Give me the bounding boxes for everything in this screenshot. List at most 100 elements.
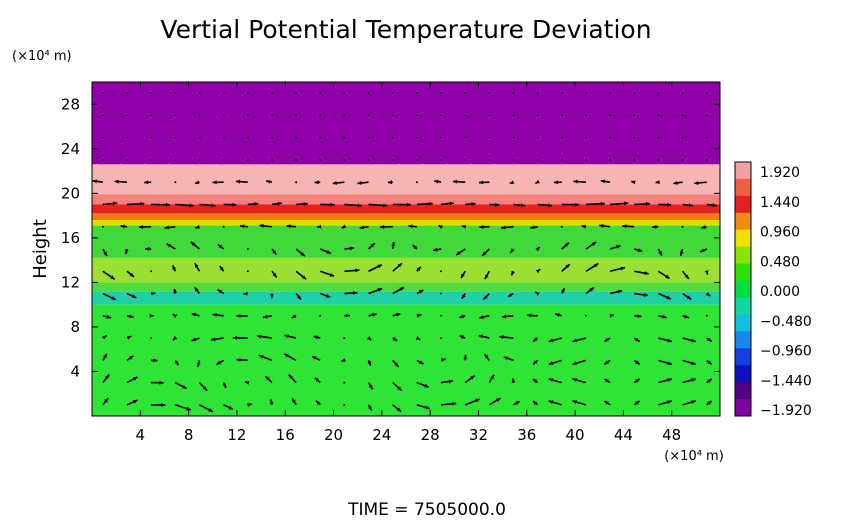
- vector-arrow: [657, 159, 659, 161]
- colorbar-label: −0.480: [760, 314, 812, 330]
- vector-arrow: [150, 92, 152, 94]
- vector-arrow: [682, 137, 684, 139]
- vector-arrow: [102, 137, 104, 139]
- vector-arrow: [295, 92, 297, 94]
- vector-arrow: [706, 315, 708, 317]
- x-tick-label: 16: [276, 426, 295, 444]
- x-tick-label: 40: [566, 426, 585, 444]
- vector-arrow: [440, 315, 442, 317]
- colorbar-swatch: [735, 348, 751, 365]
- vector-arrow: [392, 114, 394, 116]
- y-tick-label: 24: [61, 140, 80, 158]
- colorbar-swatch: [735, 230, 751, 247]
- colorbar-label: 1.440: [760, 195, 800, 211]
- vector-arrow: [343, 92, 345, 94]
- vector-arrow: [609, 114, 611, 116]
- vector-arrow: [247, 270, 249, 272]
- vector-arrow: [126, 137, 128, 139]
- x-tick-label: 48: [662, 426, 681, 444]
- vector-arrow: [512, 92, 514, 94]
- vector-arrow: [343, 114, 345, 116]
- vector-arrow: [126, 92, 128, 94]
- vector-arrow: [343, 404, 345, 406]
- colorbar-swatch: [735, 365, 751, 382]
- vector-arrow: [682, 159, 684, 161]
- vector-arrow: [223, 92, 225, 94]
- colorbar-label: 0.000: [760, 284, 800, 300]
- vector-arrow: [585, 92, 587, 94]
- vector-arrow: [464, 137, 466, 139]
- vector-arrow: [295, 159, 297, 161]
- vector-arrow: [537, 92, 539, 94]
- vector-arrow: [247, 92, 249, 94]
- field-layer-1: [92, 164, 720, 194]
- y-tick-label: 8: [70, 318, 80, 336]
- vector-arrow: [343, 137, 345, 139]
- vector-arrow: [706, 159, 708, 161]
- vector-arrow: [368, 114, 370, 116]
- vector-arrow: [464, 92, 466, 94]
- vector-arrow: [633, 137, 635, 139]
- vector-arrow: [319, 315, 321, 317]
- vector-arrow: [174, 92, 176, 94]
- x-tick-label: 24: [372, 426, 391, 444]
- vector-arrow: [392, 137, 394, 139]
- vector-arrow: [440, 137, 442, 139]
- vector-arrow: [416, 181, 418, 183]
- colorbar-swatch: [735, 179, 751, 196]
- vector-arrow: [174, 114, 176, 116]
- vector-arrow: [198, 92, 200, 94]
- vector-arrow: [657, 114, 659, 116]
- vector-arrow: [150, 114, 152, 116]
- vector-arrow: [440, 337, 442, 339]
- vector-arrow: [223, 226, 225, 228]
- vector-arrow: [657, 92, 659, 94]
- vector-arrow: [512, 159, 514, 161]
- vector-arrow: [271, 92, 273, 94]
- vector-arrow: [416, 114, 418, 116]
- vector-arrow: [609, 92, 611, 94]
- vector-arrow: [561, 226, 563, 228]
- field-layer-6: [92, 226, 720, 258]
- vector-arrow: [706, 137, 708, 139]
- y-tick-label: 28: [61, 95, 80, 113]
- vector-arrow: [198, 159, 200, 161]
- vector-arrow: [488, 159, 490, 161]
- x-tick-label: 8: [184, 426, 194, 444]
- vector-arrow: [464, 114, 466, 116]
- vector-arrow: [150, 137, 152, 139]
- vector-arrow: [247, 159, 249, 161]
- vector-arrow: [706, 92, 708, 94]
- vector-arrow: [223, 137, 225, 139]
- colorbar-label: 0.480: [760, 254, 800, 270]
- x-tick-label: 32: [469, 426, 488, 444]
- vector-arrow: [150, 159, 152, 161]
- vector-arrow: [319, 114, 321, 116]
- vector-arrow: [440, 293, 442, 295]
- x-tick-label: 36: [517, 426, 536, 444]
- vector-arrow: [633, 159, 635, 161]
- vector-arrow: [295, 137, 297, 139]
- vector-arrow: [537, 159, 539, 161]
- colorbar-swatch: [735, 264, 751, 281]
- x-tick-label: 44: [614, 426, 633, 444]
- vector-arrow: [295, 181, 297, 183]
- vector-arrow: [174, 181, 176, 183]
- vector-arrow: [537, 137, 539, 139]
- colorbar-swatch: [735, 247, 751, 264]
- vector-arrow: [585, 315, 587, 317]
- vector-arrow: [271, 137, 273, 139]
- vector-arrow: [174, 137, 176, 139]
- vector-arrow: [512, 137, 514, 139]
- vector-arrow: [609, 137, 611, 139]
- vector-arrow: [368, 92, 370, 94]
- vector-arrow: [488, 114, 490, 116]
- colorbar-swatch: [735, 281, 751, 298]
- vector-arrow: [609, 159, 611, 161]
- colorbar-swatch: [735, 382, 751, 399]
- vector-arrow: [440, 92, 442, 94]
- colorbar-label: 1.920: [760, 165, 800, 181]
- field-layer-10: [92, 305, 720, 416]
- vector-arrow: [198, 137, 200, 139]
